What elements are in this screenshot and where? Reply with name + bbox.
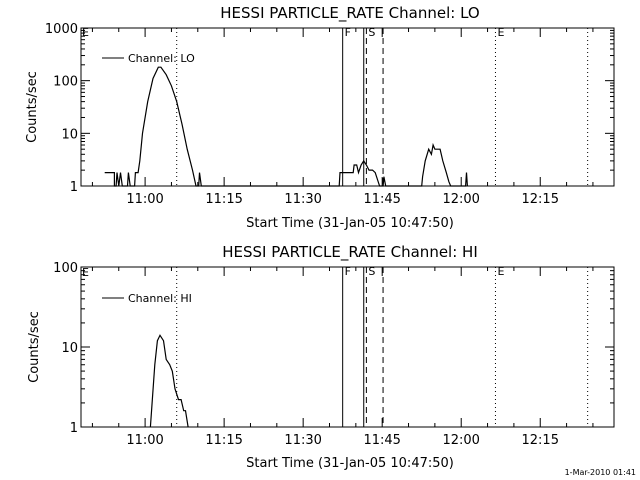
x-tick-label: 11:30: [284, 433, 321, 448]
chart-title: HESSI PARTICLE_RATE Channel: LO: [220, 4, 479, 23]
x-tick-label: 11:15: [205, 433, 242, 448]
y-tick-label: 1000: [45, 22, 78, 37]
legend-entry: Channel: HI: [128, 292, 192, 305]
y-tick-label: 1: [70, 421, 78, 436]
series-line: [149, 334, 189, 428]
left-edge-label: E: [82, 26, 89, 39]
x-tick-label: 11:45: [363, 192, 400, 207]
marker-label: E: [497, 265, 504, 278]
series-group: [104, 66, 468, 187]
plot-frame: [80, 27, 615, 187]
marker-label: F: [345, 26, 351, 39]
y-tick-label: 100: [53, 75, 78, 90]
x-tick-label: 12:00: [442, 192, 479, 207]
plot-frame: [80, 266, 615, 428]
y-axis: 1 10 100: [53, 261, 614, 436]
marker-label: F: [345, 265, 351, 278]
marker-label: S: [368, 26, 375, 39]
x-tick-label: 12:15: [522, 433, 559, 448]
x-tick-label: 12:00: [442, 433, 479, 448]
x-tick-label: 11:00: [126, 192, 163, 207]
x-axis: 11:00 11:15 11:30 11:45 12:00 12:15: [91, 267, 594, 448]
y-axis-label: Counts/sec: [25, 71, 40, 143]
x-axis-label: Start Time (31-Jan-05 10:47:50): [246, 456, 454, 471]
y-tick-label: 1: [70, 180, 78, 195]
x-axis-label: Start Time (31-Jan-05 10:47:50): [246, 216, 454, 231]
marker-label: S: [368, 265, 375, 278]
x-tick-label: 11:30: [284, 192, 321, 207]
y-tick-label: 10: [61, 127, 78, 142]
y-axis: 1 10 100 1000: [45, 22, 614, 195]
x-tick-label: 11:45: [363, 433, 400, 448]
generation-timestamp: 1-Mar-2010 01:41: [565, 468, 636, 477]
x-tick-label: 11:15: [205, 192, 242, 207]
x-tick-label: 12:15: [522, 192, 559, 207]
marker-label: E: [497, 26, 504, 39]
y-tick-label: 10: [61, 341, 78, 356]
x-tick-label: 11:00: [126, 433, 163, 448]
left-edge-label: E: [82, 266, 89, 279]
series-line: [104, 66, 468, 187]
y-tick-label: 100: [53, 261, 78, 276]
y-axis-label: Counts/sec: [27, 311, 42, 383]
series-group: [149, 334, 189, 428]
x-axis: 11:00 11:15 11:30 11:45 12:00 12:15: [91, 28, 594, 207]
chart-title: HESSI PARTICLE_RATE Channel: HI: [222, 243, 478, 262]
legend-entry: Channel: LO: [128, 52, 195, 65]
